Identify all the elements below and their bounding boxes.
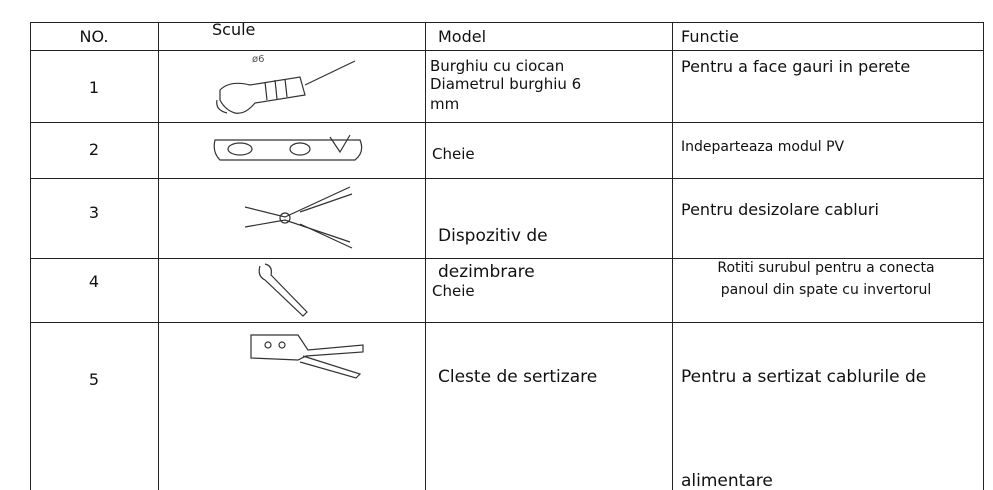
- row-border: [30, 178, 984, 179]
- row-border: [30, 322, 984, 323]
- row-border: [30, 122, 984, 123]
- function-line: Indeparteaza modul PV: [681, 139, 845, 155]
- header-cell: Functie: [681, 27, 739, 46]
- model-line: dezimbrare: [438, 262, 535, 282]
- icon-label: ø6: [252, 54, 265, 65]
- row-border: [30, 50, 984, 51]
- col-border: [672, 22, 673, 490]
- function-line: Pentru a face gauri in perete: [681, 57, 911, 76]
- row-number: 1: [88, 78, 100, 97]
- function-line: Pentru desizolare cabluri: [681, 200, 879, 219]
- wrench-icon: [258, 263, 308, 317]
- function-line: Rotiti surubul pentru a conecta: [717, 260, 935, 276]
- col-border: [425, 22, 426, 490]
- function-line: panoul din spate cu invertorul: [720, 282, 932, 298]
- crimper-icon: [250, 334, 364, 379]
- col-border: [158, 22, 159, 490]
- header-cell: Model: [438, 27, 487, 46]
- model-line: Cleste de sertizare: [438, 367, 598, 387]
- header-cell: NO.: [79, 27, 109, 46]
- key-icon: [213, 134, 363, 161]
- function-line: Pentru a sertizat cablurile de: [681, 367, 927, 387]
- function-line: alimentare: [681, 471, 773, 490]
- model-line: Diametrul burghiu 6: [430, 75, 582, 93]
- row-border: [30, 22, 984, 23]
- row-number: 3: [88, 203, 100, 222]
- model-line: mm: [430, 95, 460, 113]
- drill-icon: [216, 60, 356, 114]
- header-cell: Scule: [212, 20, 256, 39]
- row-number: 4: [88, 272, 100, 291]
- row-border: [30, 258, 984, 259]
- col-border: [30, 22, 31, 490]
- row-number: 2: [88, 140, 100, 159]
- col-border: [983, 22, 984, 490]
- row-number: 5: [88, 370, 100, 389]
- model-line: Cheie: [432, 145, 475, 163]
- model-line: Cheie: [432, 282, 475, 300]
- model-line: Dispozitiv de: [438, 226, 548, 246]
- model-line: Burghiu cu ciocan: [430, 57, 565, 75]
- stripper-icon: [244, 186, 353, 249]
